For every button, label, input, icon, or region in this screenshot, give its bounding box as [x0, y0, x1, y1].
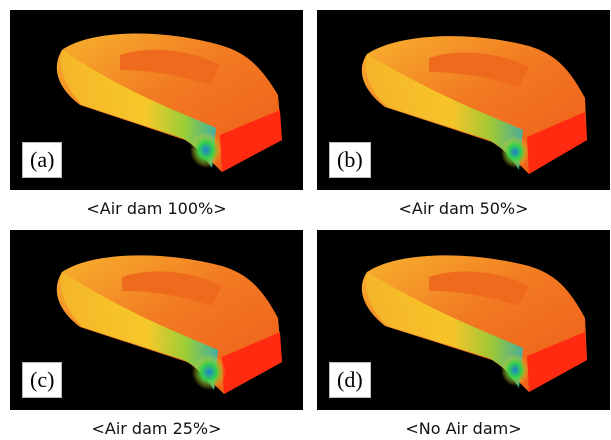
panel-d: (d)	[317, 230, 610, 410]
panel-caption: <Air dam 100%>	[86, 199, 227, 218]
panel-tag: (c)	[22, 362, 63, 398]
panel-b: (b)	[317, 10, 610, 190]
panel-caption: <Air dam 25%>	[91, 419, 222, 438]
panel-caption: <Air dam 50%>	[398, 199, 529, 218]
car-pressure-plot	[361, 255, 587, 392]
panel-tag: (d)	[329, 362, 371, 398]
panel-caption: <No Air dam>	[405, 419, 522, 438]
panel-c: (c)	[10, 230, 303, 410]
car-pressure-plot	[56, 255, 282, 394]
panel-tag: (b)	[329, 142, 371, 178]
panel-a: (a)	[10, 10, 303, 190]
car-pressure-plot	[56, 33, 282, 173]
car-pressure-plot	[361, 36, 587, 174]
panel-tag: (a)	[22, 142, 63, 178]
